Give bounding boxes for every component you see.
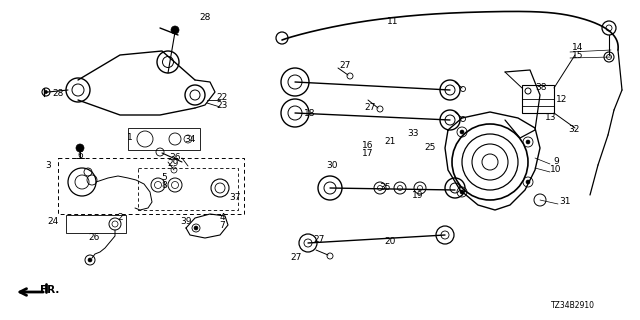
Text: 12: 12 <box>556 95 568 105</box>
Text: 27: 27 <box>339 61 351 70</box>
Text: 1: 1 <box>127 133 133 142</box>
Circle shape <box>460 190 464 194</box>
Text: 11: 11 <box>387 18 399 27</box>
Text: 9: 9 <box>553 157 559 166</box>
Text: 16: 16 <box>362 141 374 150</box>
Text: 4: 4 <box>219 213 225 222</box>
Text: 21: 21 <box>384 138 396 147</box>
Text: 13: 13 <box>545 114 557 123</box>
Circle shape <box>460 130 464 134</box>
Text: 27: 27 <box>364 103 376 113</box>
Text: 15: 15 <box>572 52 584 60</box>
Circle shape <box>526 180 530 184</box>
Text: 32: 32 <box>568 125 580 134</box>
Text: 34: 34 <box>184 135 196 145</box>
Text: 8: 8 <box>161 181 167 190</box>
Text: 36: 36 <box>169 154 180 163</box>
Circle shape <box>76 144 84 152</box>
Text: 18: 18 <box>304 108 316 117</box>
Text: 5: 5 <box>161 173 167 182</box>
Text: 10: 10 <box>550 165 562 174</box>
Text: 17: 17 <box>362 149 374 158</box>
Text: 14: 14 <box>572 44 584 52</box>
Text: 29: 29 <box>167 158 179 167</box>
Circle shape <box>194 226 198 230</box>
Text: 7: 7 <box>219 221 225 230</box>
Circle shape <box>45 91 47 93</box>
Text: 28: 28 <box>199 13 211 22</box>
Text: 35: 35 <box>380 183 391 193</box>
Circle shape <box>88 258 92 262</box>
Text: 31: 31 <box>559 197 571 206</box>
Text: 33: 33 <box>407 130 419 139</box>
Text: 22: 22 <box>216 93 228 102</box>
Text: 19: 19 <box>412 191 424 201</box>
Circle shape <box>171 26 179 34</box>
Circle shape <box>526 140 530 144</box>
Text: 24: 24 <box>47 218 59 227</box>
Text: 39: 39 <box>180 218 192 227</box>
Text: FR.: FR. <box>40 285 60 295</box>
Text: 25: 25 <box>424 143 436 153</box>
Text: 20: 20 <box>384 237 396 246</box>
Text: 2: 2 <box>117 213 123 222</box>
Text: 3: 3 <box>45 162 51 171</box>
Text: 27: 27 <box>291 253 301 262</box>
Text: 23: 23 <box>216 101 228 110</box>
Text: 37: 37 <box>229 194 241 203</box>
Text: 30: 30 <box>326 161 338 170</box>
Text: TZ34B2910: TZ34B2910 <box>551 301 595 310</box>
Text: 38: 38 <box>535 84 547 92</box>
Text: 26: 26 <box>88 234 100 243</box>
Text: 28: 28 <box>52 89 64 98</box>
Text: 27: 27 <box>314 236 324 244</box>
Text: 6: 6 <box>77 151 83 161</box>
